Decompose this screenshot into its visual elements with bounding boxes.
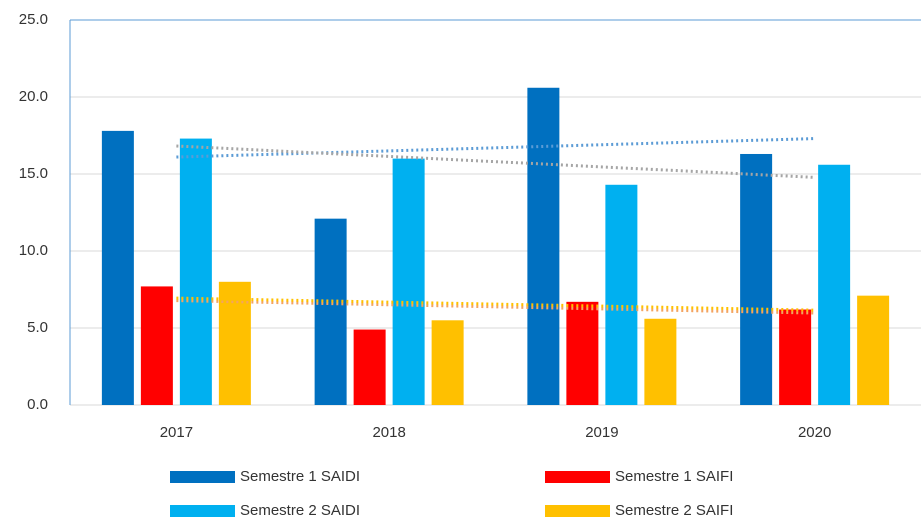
x-tick-label: 2018 xyxy=(372,424,405,441)
bar xyxy=(179,138,212,405)
x-tick-label: 2020 xyxy=(798,424,831,441)
bar xyxy=(740,153,773,405)
bar xyxy=(101,130,134,405)
trendline xyxy=(176,299,815,315)
trendline xyxy=(176,296,815,312)
bar xyxy=(857,295,890,405)
legend-label: Semestre 2 SAIDI xyxy=(240,502,360,519)
legend-swatch xyxy=(170,471,235,483)
x-tick-label: 2017 xyxy=(160,424,193,441)
legend-label: Semestre 1 SAIFI xyxy=(615,468,733,485)
bar xyxy=(218,281,251,405)
y-tick-label: 25.0 xyxy=(19,11,48,28)
y-tick-label: 5.0 xyxy=(27,319,48,336)
bar xyxy=(527,87,560,405)
bar xyxy=(566,301,599,405)
bar xyxy=(140,286,173,405)
bar xyxy=(392,158,425,405)
legend-swatch xyxy=(545,471,610,483)
x-tick-label: 2019 xyxy=(585,424,618,441)
legend-swatch xyxy=(545,505,610,517)
legend-swatch xyxy=(170,505,235,517)
bar xyxy=(644,318,677,405)
trendline xyxy=(176,137,815,159)
y-tick-label: 0.0 xyxy=(27,396,48,413)
bar xyxy=(779,309,812,405)
y-tick-label: 15.0 xyxy=(19,165,48,182)
legend-label: Semestre 1 SAIDI xyxy=(240,468,360,485)
bar xyxy=(353,329,386,405)
bar xyxy=(818,164,851,405)
bar xyxy=(314,218,347,405)
bar xyxy=(605,184,638,405)
bar xyxy=(431,320,464,405)
trendline xyxy=(176,144,815,179)
legend-label: Semestre 2 SAIFI xyxy=(615,502,733,519)
y-tick-label: 20.0 xyxy=(19,88,48,105)
y-tick-label: 10.0 xyxy=(19,242,48,259)
